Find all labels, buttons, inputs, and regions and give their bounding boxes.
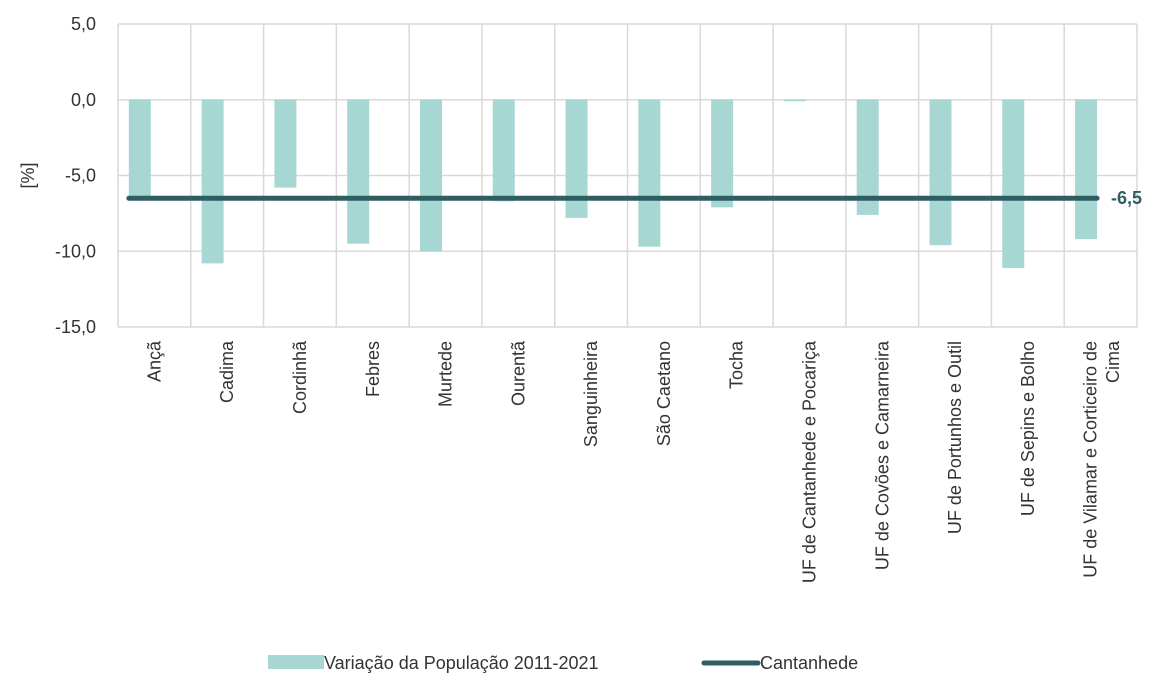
line-end-label: -6,5 (1111, 188, 1142, 208)
y-tick-label: 5,0 (71, 14, 96, 34)
bar (419, 99, 442, 252)
y-tick-label: -10,0 (55, 241, 96, 261)
x-category-label: Ançã (144, 340, 164, 382)
bar (565, 99, 588, 218)
y-axis-ticks: 5,0 0,0 -5,0 -10,0 -15,0 (55, 14, 96, 337)
y-axis-label: [%] (18, 162, 38, 188)
chart-grid (117, 23, 1138, 328)
x-category-label: Cordinhã (290, 340, 310, 414)
bar (856, 99, 879, 215)
x-axis-categories: Ançã Cadima Cordinhã Febres Murtede Ourentã Sa… (144, 340, 1123, 583)
bar-series (128, 99, 1098, 268)
legend-line-label: Cantanhede (760, 653, 858, 673)
x-category-label: UF de Portunhos e Outil (945, 341, 965, 534)
bar (1002, 99, 1025, 268)
bar (128, 99, 151, 200)
bar (201, 99, 224, 264)
bar (274, 99, 297, 188)
x-category-label: Febres (363, 341, 383, 397)
x-category-label: Cadima (217, 340, 237, 403)
bar (929, 99, 952, 246)
x-category-label: UF de Covões e Camarneira (872, 340, 892, 570)
bar (1075, 99, 1098, 240)
legend-bar-swatch (268, 655, 324, 669)
x-category-label: UF de Vilamar e Corticeiro de Cima (1081, 340, 1124, 578)
x-category-label: UF de Sepins e Bolho (1018, 341, 1038, 516)
bar (347, 99, 370, 244)
x-category-label: UF de Cantanhede e Pocariça (799, 340, 819, 583)
x-category-label: Ourentã (508, 340, 528, 406)
x-category-label: Sanguinheira (581, 340, 601, 447)
y-tick-label: -5,0 (65, 166, 96, 186)
legend: Variação da População 2011-2021 Cantanhe… (268, 653, 858, 673)
x-category-label: Tocha (727, 340, 747, 389)
y-tick-label: 0,0 (71, 90, 96, 110)
legend-bar-label: Variação da População 2011-2021 (324, 653, 599, 673)
bar (492, 99, 515, 202)
x-category-label: São Caetano (654, 341, 674, 446)
bar (783, 99, 806, 102)
y-tick-label: -15,0 (55, 317, 96, 337)
bar (711, 99, 734, 208)
x-category-label: Murtede (436, 341, 456, 407)
bar (638, 99, 661, 247)
